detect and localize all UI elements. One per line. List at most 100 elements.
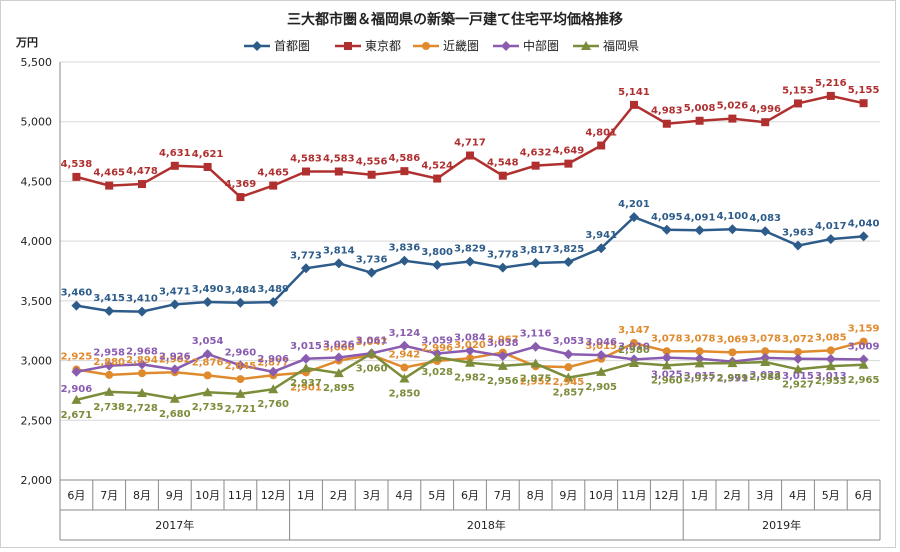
x-tick-label: 12月 bbox=[654, 489, 679, 502]
data-label: 3,773 bbox=[290, 250, 322, 261]
data-label: 2,906 bbox=[61, 384, 93, 395]
x-tick-label: 11月 bbox=[228, 489, 253, 502]
data-point bbox=[137, 359, 147, 370]
data-label: 4,586 bbox=[389, 153, 421, 164]
x-tick-label: 5月 bbox=[428, 489, 446, 502]
x-tick-label: 6月 bbox=[67, 489, 85, 502]
data-label: 2,880 bbox=[93, 357, 125, 368]
data-point bbox=[563, 257, 574, 268]
data-label: 2,996 bbox=[421, 343, 453, 354]
data-point bbox=[662, 119, 671, 128]
data-label: 3,069 bbox=[717, 334, 749, 345]
data-label: 2,850 bbox=[389, 388, 421, 399]
data-label: 3,009 bbox=[848, 341, 880, 352]
data-label: 4,996 bbox=[749, 104, 781, 115]
data-point bbox=[104, 306, 115, 317]
data-point bbox=[170, 161, 179, 170]
data-point bbox=[235, 297, 246, 308]
data-label: 3,020 bbox=[454, 340, 486, 351]
data-label: 3,490 bbox=[192, 284, 224, 295]
data-label: 4,524 bbox=[421, 161, 453, 172]
x-axis: 6月 7月 8月 9月 10月 11月 12月 1月 2月 3月 4月 5月 6月 7月 8月 9月 10月 11… bbox=[59, 480, 881, 541]
data-label: 2,906 bbox=[257, 354, 289, 365]
x-tick-label: 9月 bbox=[166, 489, 184, 502]
data-point bbox=[333, 368, 344, 378]
data-label: 3,471 bbox=[159, 286, 191, 297]
data-point bbox=[661, 352, 672, 363]
data-point bbox=[497, 262, 508, 273]
data-label: 4,621 bbox=[192, 149, 224, 160]
data-point bbox=[793, 364, 803, 374]
data-point bbox=[137, 306, 147, 317]
x-tick-label: 3月 bbox=[756, 489, 774, 502]
data-point bbox=[137, 388, 147, 398]
data-point bbox=[597, 141, 606, 150]
data-label: 2,902 bbox=[159, 354, 191, 365]
data-label: 5,026 bbox=[717, 101, 749, 112]
data-point bbox=[530, 358, 541, 368]
data-label: 3,026 bbox=[323, 339, 355, 350]
data-label: 4,556 bbox=[356, 157, 388, 168]
data-point bbox=[858, 354, 869, 365]
data-point bbox=[793, 353, 803, 364]
data-point bbox=[432, 260, 443, 271]
data-label: 3,072 bbox=[782, 334, 814, 345]
data-label: 3,059 bbox=[421, 336, 453, 347]
data-label: 3,025 bbox=[651, 370, 683, 381]
data-label: 3,817 bbox=[520, 245, 552, 256]
data-point bbox=[269, 181, 278, 190]
data-label: 3,778 bbox=[487, 250, 519, 261]
data-point bbox=[399, 340, 410, 351]
data-label: 5,155 bbox=[848, 85, 880, 96]
legend-marker bbox=[252, 41, 262, 51]
data-point bbox=[301, 263, 311, 274]
data-point bbox=[202, 297, 213, 308]
legend-label: 近畿圏 bbox=[443, 39, 479, 53]
data-point bbox=[858, 231, 869, 242]
data-label: 4,583 bbox=[290, 154, 322, 165]
data-point bbox=[497, 351, 508, 362]
data-label: 3,015 bbox=[585, 341, 617, 352]
data-point bbox=[268, 297, 279, 308]
y-tick-label: 5,500 bbox=[21, 56, 53, 69]
data-point bbox=[72, 172, 81, 181]
series-4 bbox=[71, 348, 869, 404]
x-tick-label: 7月 bbox=[100, 489, 118, 502]
data-label: 2,927 bbox=[782, 379, 814, 390]
data-label: 4,095 bbox=[651, 212, 683, 223]
data-label: 3,078 bbox=[651, 333, 683, 344]
x-tick-label: 2月 bbox=[723, 489, 741, 502]
data-point bbox=[859, 99, 868, 108]
data-point bbox=[465, 345, 475, 356]
data-label: 2,958 bbox=[93, 348, 125, 359]
data-point bbox=[826, 346, 835, 355]
data-point bbox=[104, 360, 115, 371]
data-point bbox=[333, 352, 344, 363]
series-labels-2: 2,925 2,880 2,894 2,902 2,876 2,845 2,877 2,901… bbox=[61, 324, 880, 394]
data-point bbox=[236, 193, 245, 202]
data-point bbox=[399, 255, 410, 266]
data-label: 4,369 bbox=[225, 179, 257, 190]
data-label: 3,054 bbox=[192, 336, 224, 347]
data-point bbox=[138, 369, 146, 378]
data-label: 2,721 bbox=[225, 404, 257, 415]
data-point bbox=[466, 151, 474, 160]
data-label: 2,680 bbox=[159, 409, 191, 420]
data-label: 5,008 bbox=[684, 103, 716, 114]
data-point bbox=[661, 224, 672, 235]
legend-marker bbox=[501, 41, 511, 51]
data-label: 5,141 bbox=[618, 87, 650, 98]
data-point bbox=[235, 388, 246, 398]
data-point bbox=[202, 349, 213, 360]
data-point bbox=[564, 159, 573, 168]
data-label: 4,083 bbox=[749, 213, 781, 224]
x-tick-label: 4月 bbox=[789, 489, 807, 502]
data-label: 3,460 bbox=[61, 288, 93, 299]
y-axis-ticks: 2,000 2,500 3,000 3,500 4,000 4,500 5,000 5,500 bbox=[21, 56, 53, 487]
x-tick-label: 6月 bbox=[461, 489, 479, 502]
data-point bbox=[761, 347, 770, 356]
data-point bbox=[662, 347, 671, 356]
